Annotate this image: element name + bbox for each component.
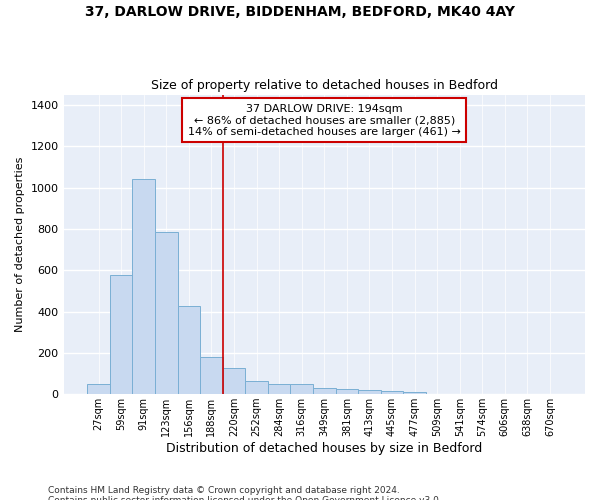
Text: 37, DARLOW DRIVE, BIDDENHAM, BEDFORD, MK40 4AY: 37, DARLOW DRIVE, BIDDENHAM, BEDFORD, MK… — [85, 5, 515, 19]
Bar — [403, 392, 426, 394]
Bar — [200, 357, 223, 394]
Bar — [178, 306, 200, 394]
Bar — [335, 389, 358, 394]
Text: Contains public sector information licensed under the Open Government Licence v3: Contains public sector information licen… — [48, 496, 442, 500]
Bar — [381, 391, 403, 394]
Bar — [358, 390, 381, 394]
Bar — [245, 380, 268, 394]
Bar — [155, 232, 178, 394]
Y-axis label: Number of detached properties: Number of detached properties — [15, 156, 25, 332]
Bar — [110, 276, 133, 394]
Title: Size of property relative to detached houses in Bedford: Size of property relative to detached ho… — [151, 79, 498, 92]
Bar — [313, 388, 335, 394]
Bar — [133, 180, 155, 394]
Bar — [290, 384, 313, 394]
Bar — [223, 368, 245, 394]
Bar — [87, 384, 110, 394]
Text: Contains HM Land Registry data © Crown copyright and database right 2024.: Contains HM Land Registry data © Crown c… — [48, 486, 400, 495]
X-axis label: Distribution of detached houses by size in Bedford: Distribution of detached houses by size … — [166, 442, 482, 455]
Bar — [268, 384, 290, 394]
Text: 37 DARLOW DRIVE: 194sqm
← 86% of detached houses are smaller (2,885)
14% of semi: 37 DARLOW DRIVE: 194sqm ← 86% of detache… — [188, 104, 461, 136]
